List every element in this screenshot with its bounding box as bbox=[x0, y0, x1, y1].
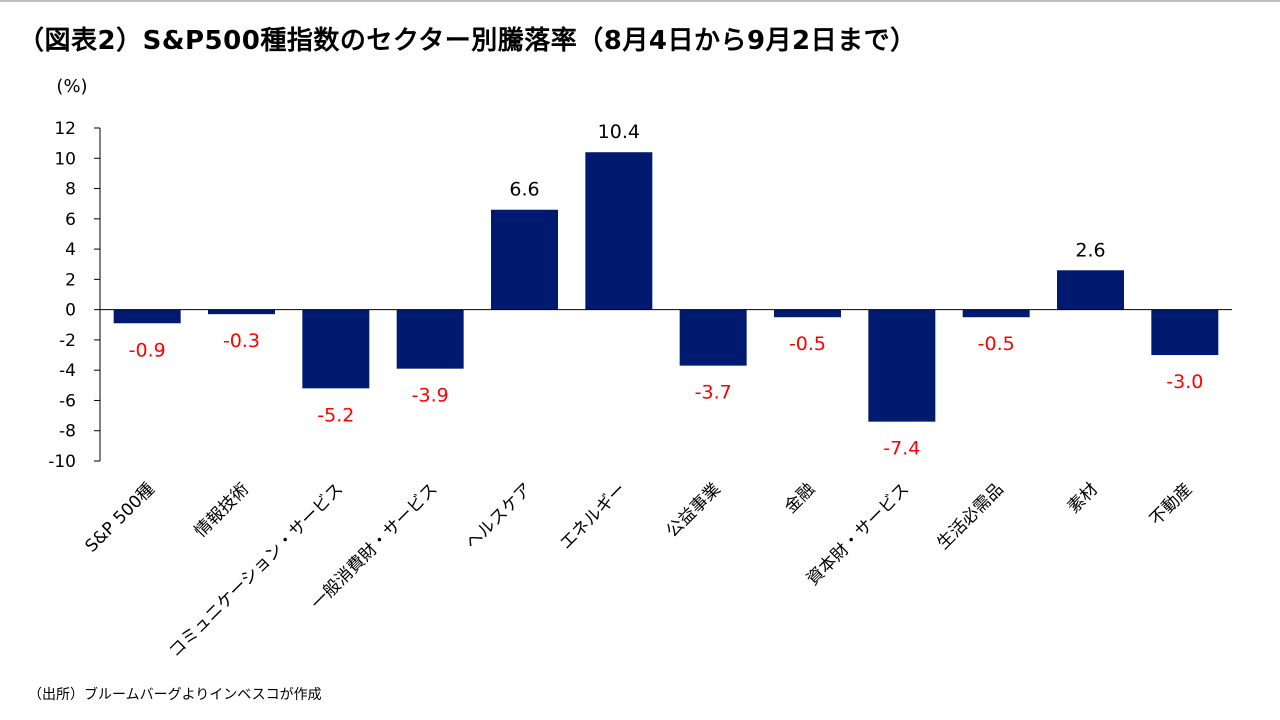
data-label: -0.5 bbox=[978, 333, 1015, 355]
data-label: -3.0 bbox=[1166, 371, 1203, 393]
bar bbox=[679, 309, 747, 366]
bar bbox=[302, 309, 370, 389]
data-label: -7.4 bbox=[883, 438, 920, 460]
source-note: （出所）ブルームバーグよりインベスコが作成 bbox=[28, 687, 322, 703]
y-tick-label: 0 bbox=[65, 301, 76, 321]
bar bbox=[491, 209, 558, 310]
bar bbox=[1151, 309, 1219, 356]
y-axis: 12 10 8 6 4 2 0 -2 -4 -6 -8 -10 bbox=[48, 119, 101, 472]
x-tick-label: 情報技術 bbox=[191, 479, 253, 541]
data-label: -3.9 bbox=[412, 385, 449, 407]
chart-title: （図表2）S&P500種指数のセクター別騰落率（8月4日から9月2日まで） bbox=[18, 26, 917, 56]
data-label: 10.4 bbox=[598, 121, 640, 143]
data-label: -0.9 bbox=[129, 339, 166, 361]
bar bbox=[774, 309, 841, 318]
y-tick-label: 4 bbox=[65, 240, 76, 260]
data-label: -5.2 bbox=[317, 404, 354, 426]
x-tick-label: 素材 bbox=[1064, 479, 1102, 517]
x-tick-label: 不動産 bbox=[1146, 479, 1196, 529]
x-tick-label: S&P 500種 bbox=[82, 479, 159, 556]
data-label: -3.7 bbox=[695, 382, 732, 404]
x-tick-label: 生活必需品 bbox=[933, 479, 1007, 553]
bar bbox=[113, 309, 181, 324]
x-tick-label: コミュニケーション・サービス bbox=[165, 479, 347, 661]
data-label: -0.5 bbox=[789, 333, 826, 355]
y-tick-label: 2 bbox=[65, 270, 76, 290]
y-tick-label: -2 bbox=[59, 331, 76, 351]
y-tick-label: 6 bbox=[65, 210, 76, 230]
y-tick-label: -4 bbox=[59, 361, 76, 381]
data-label: 2.6 bbox=[1075, 239, 1105, 261]
x-tick-label: 資本財・サービス bbox=[803, 479, 913, 589]
bar bbox=[208, 309, 275, 315]
x-tick-label: エネルギー bbox=[556, 479, 630, 553]
bar bbox=[1057, 270, 1124, 310]
y-tick-label: 8 bbox=[65, 180, 76, 200]
x-tick-label: ヘルスケア bbox=[462, 479, 536, 553]
bar bbox=[962, 309, 1030, 318]
x-tick-label: 公益事業 bbox=[662, 479, 724, 541]
y-tick-label: -8 bbox=[59, 422, 76, 442]
bar bbox=[585, 152, 653, 310]
bar bbox=[868, 309, 936, 422]
y-tick-label: -10 bbox=[48, 452, 76, 472]
data-label: -0.3 bbox=[223, 330, 260, 352]
bar bbox=[396, 309, 464, 369]
y-tick-label: 12 bbox=[54, 119, 76, 139]
y-tick-label: 10 bbox=[54, 149, 76, 169]
y-axis-label: (%) bbox=[56, 76, 87, 97]
y-tick-label: -6 bbox=[59, 391, 76, 411]
data-label: 6.6 bbox=[509, 179, 539, 201]
data-labels: -0.9 -0.3 -5.2 -3.9 6.6 10.4 -3.7 -0.5 -7.4 -0.5 2… bbox=[129, 121, 1204, 459]
bars bbox=[100, 152, 1232, 422]
x-tick-label: 金融 bbox=[781, 479, 819, 517]
top-rule bbox=[0, 0, 1280, 2]
